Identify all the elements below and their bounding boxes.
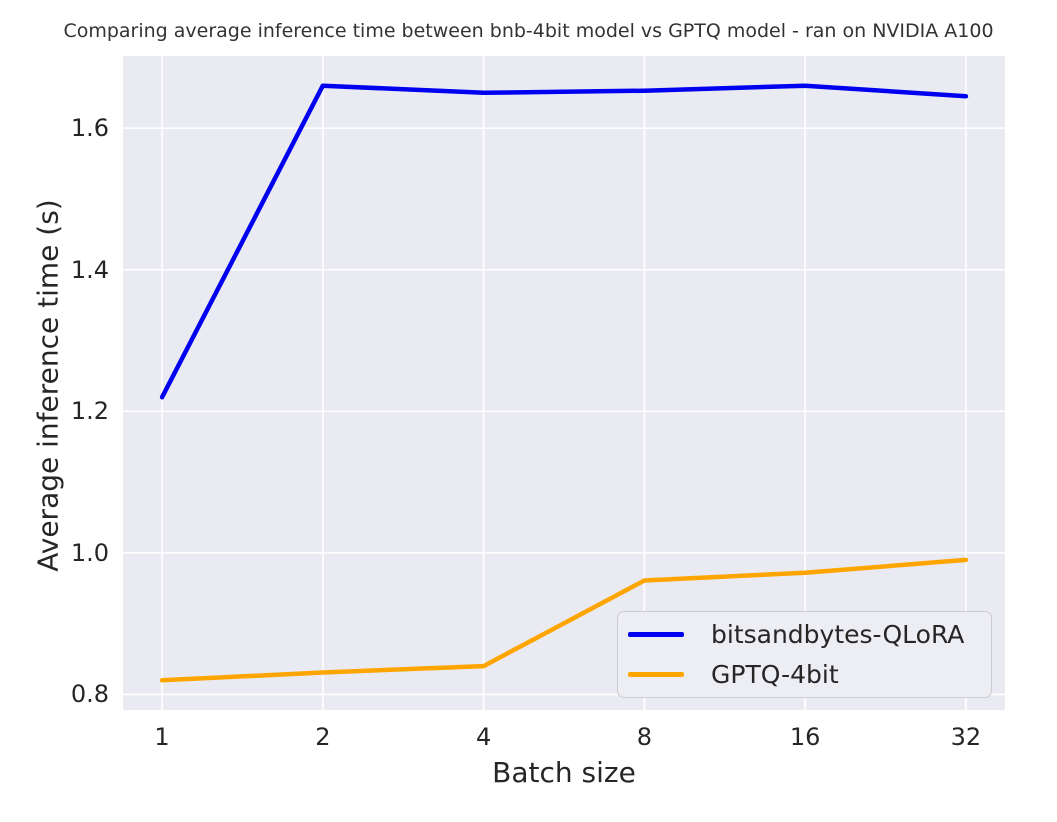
y-tick-label: 0.8 (70, 680, 109, 709)
legend: bitsandbytes-QLoRA GPTQ-4bit (617, 611, 992, 698)
x-tick-label: 1 (154, 723, 170, 751)
x-tick-label: 4 (475, 723, 492, 751)
legend-line-swatch (628, 672, 684, 677)
y-tick-label: 1.2 (70, 397, 109, 426)
legend-label: bitsandbytes-QLoRA (711, 619, 965, 649)
x-tick-label: 32 (950, 723, 982, 751)
series-line (159, 557, 969, 683)
series-line (159, 83, 969, 400)
plot-background (123, 56, 1005, 710)
legend-entry: GPTQ-4bit (628, 659, 991, 691)
legend-label: GPTQ-4bit (711, 659, 839, 689)
y-tick-label: 1.6 (70, 114, 109, 143)
chart-title: Comparing average inference time between… (63, 20, 994, 42)
x-axis-label: Batch size (492, 756, 636, 789)
y-tick-label: 1.4 (70, 255, 109, 284)
y-tick-label: 1.0 (70, 538, 109, 567)
x-tick-label: 16 (789, 723, 821, 751)
legend-entry: bitsandbytes-QLoRA (628, 619, 991, 651)
x-tick-label: 2 (315, 723, 331, 751)
y-axis-label: Average inference time (s) (31, 199, 65, 572)
legend-line-swatch (628, 632, 684, 637)
plot-area (123, 56, 1005, 710)
x-tick-label: 8 (636, 723, 653, 751)
